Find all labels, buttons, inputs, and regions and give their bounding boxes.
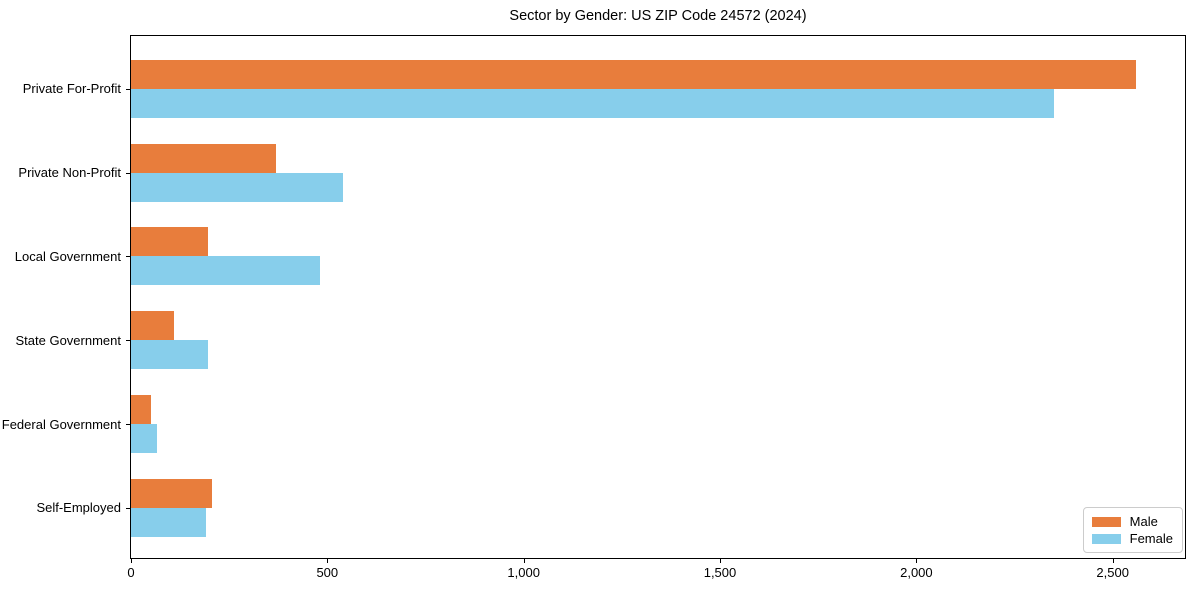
x-axis-tick-label: 0 xyxy=(127,565,135,580)
x-axis-tick xyxy=(327,559,329,563)
x-axis-tick-label: 2,000 xyxy=(900,565,933,580)
bar-male-private-non-profit xyxy=(131,143,277,173)
y-axis-tick xyxy=(126,340,130,342)
bar-male-self-employed xyxy=(131,478,212,508)
x-axis-tick xyxy=(131,559,132,563)
bar-female-state-government xyxy=(131,340,208,370)
y-axis-label: Federal Government xyxy=(1,416,121,432)
bar-female-private-non-profit xyxy=(131,172,344,202)
y-axis-label: Private For-Profit xyxy=(22,81,121,97)
bar-female-local-government xyxy=(131,256,320,286)
legend-item-male: Male xyxy=(1091,513,1173,530)
y-axis-tick xyxy=(126,507,130,509)
x-axis-tick-label: 1,500 xyxy=(703,565,737,580)
bar-male-federal-government xyxy=(131,395,151,424)
legend-item-female: Female xyxy=(1091,530,1173,547)
bar-male-local-government xyxy=(131,227,208,257)
x-axis-tick xyxy=(1112,559,1114,563)
bar-male-state-government xyxy=(131,311,175,341)
y-axis-tick xyxy=(126,256,130,258)
y-axis-tick xyxy=(126,172,130,174)
bar-female-self-employed xyxy=(131,507,206,537)
y-axis-label: State Government xyxy=(15,332,122,348)
bar-female-federal-government xyxy=(131,424,157,453)
legend-swatch-female-icon xyxy=(1091,533,1121,544)
legend: Male Female xyxy=(1082,507,1183,553)
x-axis-tick xyxy=(523,559,525,563)
bar-male-private-for-profit xyxy=(131,59,1137,89)
x-axis-tick xyxy=(720,559,721,563)
x-axis-tick-label: 500 xyxy=(316,565,339,580)
x-axis-tick xyxy=(916,559,918,563)
y-axis-tick xyxy=(126,88,130,90)
chart-title: Sector by Gender: US ZIP Code 24572 (202… xyxy=(509,8,807,24)
legend-label-male: Male xyxy=(1129,514,1158,529)
legend-swatch-male-icon xyxy=(1091,516,1121,527)
y-axis-tick xyxy=(126,424,130,425)
y-axis-label: Private Non-Profit xyxy=(18,165,121,181)
x-axis-tick-label: 2,500 xyxy=(1096,565,1129,580)
plot-area: Male Female xyxy=(130,35,1186,559)
bar-female-private-for-profit xyxy=(131,88,1054,118)
x-axis-tick-label: 1,000 xyxy=(507,565,540,580)
y-axis-label: Self-Employed xyxy=(36,500,121,516)
legend-label-female: Female xyxy=(1129,531,1173,546)
y-axis-label: Local Government xyxy=(14,248,121,264)
